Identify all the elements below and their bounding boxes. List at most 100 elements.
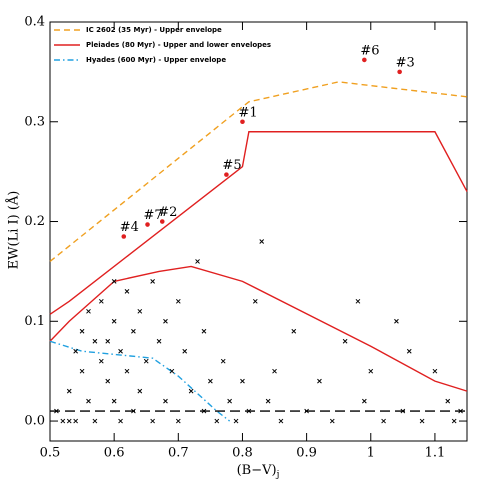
cross-marker <box>227 398 232 404</box>
x-label-main: (B−V) <box>237 463 277 478</box>
cross-marker <box>195 259 200 264</box>
cross-stroke <box>451 418 457 424</box>
cross-stroke <box>98 358 104 364</box>
cross-stroke <box>118 348 123 354</box>
y-tick-label: 0.0 <box>24 414 45 429</box>
cross-stroke <box>220 358 226 364</box>
cross-marker <box>137 388 143 394</box>
cross-stroke <box>105 338 111 344</box>
cross-stroke <box>400 408 406 414</box>
point-label: #1 <box>238 105 257 120</box>
cross-stroke <box>111 318 117 324</box>
cross-stroke <box>381 418 386 424</box>
cross-stroke <box>201 408 207 414</box>
cross-marker <box>419 418 425 424</box>
cross-stroke <box>195 259 200 264</box>
cross-stroke <box>79 368 85 374</box>
cross-stroke <box>278 418 284 424</box>
cross-marker <box>329 418 335 424</box>
cross-marker <box>66 388 72 394</box>
cross-stroke <box>214 418 220 424</box>
cross-stroke <box>92 338 98 344</box>
cross-marker <box>201 408 207 414</box>
cross-marker <box>105 338 111 344</box>
cross-marker <box>86 398 91 404</box>
cross-marker <box>98 358 104 364</box>
cross-marker <box>111 318 117 324</box>
cross-marker <box>143 358 149 364</box>
cross-stroke <box>137 308 143 314</box>
cross-stroke <box>143 358 149 364</box>
cross-stroke <box>124 289 130 294</box>
cross-stroke <box>98 298 104 304</box>
cross-marker <box>201 328 207 334</box>
cross-marker <box>188 388 194 394</box>
cross-marker <box>150 279 155 284</box>
cross-stroke <box>240 378 245 384</box>
cross-stroke <box>54 408 59 414</box>
cross-marker <box>400 408 406 414</box>
cross-marker <box>105 378 111 384</box>
cross-marker <box>432 368 438 374</box>
cross-marker <box>445 398 451 404</box>
cross-stroke <box>105 378 111 384</box>
cross-stroke <box>169 368 175 374</box>
cross-stroke <box>131 328 136 334</box>
cross-stroke <box>432 368 438 374</box>
cross-marker <box>111 398 117 404</box>
cross-marker <box>381 418 386 424</box>
point-label: #6 <box>360 43 379 58</box>
cross-marker <box>368 368 374 374</box>
x-tick-label: 1.1 <box>425 446 446 461</box>
x-tick-label: 0.8 <box>232 446 253 461</box>
cross-marker <box>150 418 155 424</box>
cross-stroke <box>419 418 425 424</box>
cross-marker <box>131 408 136 414</box>
cross-marker <box>73 348 79 354</box>
cross-stroke <box>233 418 239 424</box>
cross-marker <box>291 328 297 334</box>
cross-stroke <box>137 388 143 394</box>
cross-marker <box>54 408 59 414</box>
cross-marker <box>73 418 79 424</box>
cross-marker <box>342 338 348 344</box>
cross-marker <box>137 308 143 314</box>
cross-stroke <box>329 418 335 424</box>
series-line <box>49 340 231 422</box>
cross-stroke <box>156 338 162 344</box>
cross-marker <box>169 368 175 374</box>
cross-stroke <box>66 388 72 394</box>
cross-marker <box>317 378 322 384</box>
cross-stroke <box>131 408 136 414</box>
star-point <box>121 234 127 239</box>
cross-marker <box>265 398 271 404</box>
cross-stroke <box>368 368 374 374</box>
x-tick-label: 0.5 <box>40 446 61 461</box>
cross-marker <box>182 348 188 354</box>
point-label: #2 <box>158 205 177 220</box>
cross-stroke <box>272 368 277 374</box>
cross-marker <box>272 368 277 374</box>
cross-stroke <box>304 408 309 414</box>
cross-stroke <box>246 408 252 414</box>
cross-stroke <box>458 408 463 414</box>
cross-marker <box>394 318 399 324</box>
cross-stroke <box>291 328 297 334</box>
cross-stroke <box>227 398 232 404</box>
cross-stroke <box>208 378 213 384</box>
cross-stroke <box>86 308 91 314</box>
point-label: #3 <box>396 55 415 70</box>
legend-label: Pleiades (80 Myr) - Upper and lower enve… <box>86 41 271 49</box>
x-tick-label: 0.7 <box>168 446 189 461</box>
cross-stroke <box>163 318 168 324</box>
cross-stroke <box>79 328 85 334</box>
cross-marker <box>233 418 239 424</box>
x-axis-label: (B−V)j <box>237 463 280 480</box>
cross-marker <box>451 418 457 424</box>
cross-stroke <box>406 348 412 354</box>
cross-marker <box>252 298 258 304</box>
cross-stroke <box>73 418 79 424</box>
cross-stroke <box>175 418 181 424</box>
cross-marker <box>259 239 265 244</box>
cross-stroke <box>60 418 66 424</box>
